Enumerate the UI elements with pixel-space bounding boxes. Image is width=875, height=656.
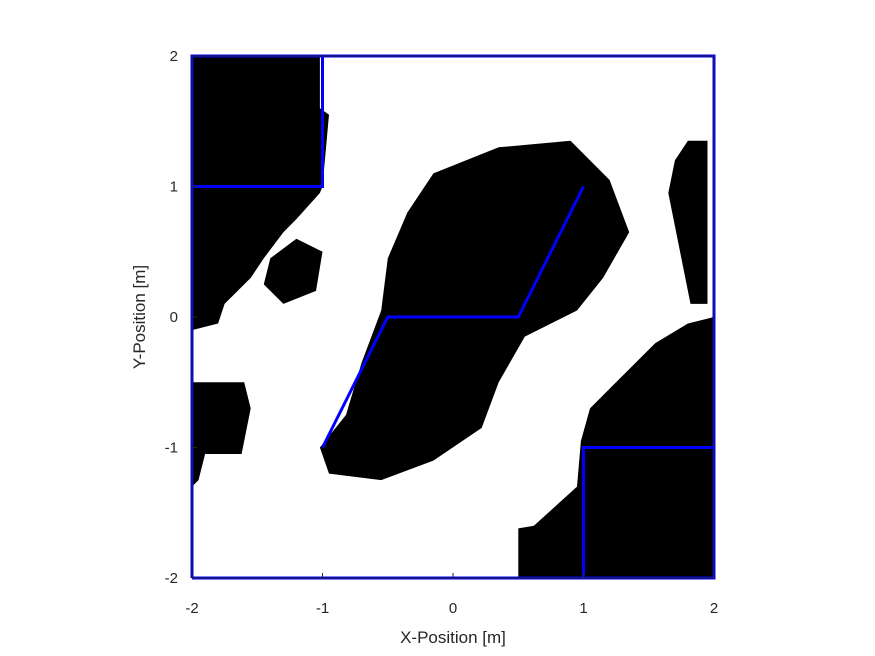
left-thin-dark-band <box>263 238 323 304</box>
x-tick-label: 0 <box>449 600 457 617</box>
y-tick-label: -2 <box>165 570 178 587</box>
y-tick-label: -1 <box>165 440 178 457</box>
x-tick-label: 2 <box>710 600 718 617</box>
top-right-dark-stripe <box>668 140 708 304</box>
x-tick-label: 1 <box>579 600 587 617</box>
y-axis-label: Y-Position [m] <box>130 265 149 369</box>
occupancy-regions <box>192 56 714 578</box>
x-tick-label: -1 <box>316 600 329 617</box>
top-left-dark-region <box>192 56 329 331</box>
y-tick-label: 1 <box>170 179 178 196</box>
series-line-1 <box>321 185 585 449</box>
x-axis-label: X-Position [m] <box>400 628 506 647</box>
x-axis-ticks: -2 -1 0 1 2 <box>185 573 718 617</box>
x-tick-label: -2 <box>185 600 198 617</box>
y-tick-label: 2 <box>170 48 178 65</box>
center-dark-ellipse <box>319 140 630 481</box>
y-axis-ticks: 2 1 0 -1 -2 <box>165 48 197 587</box>
left-middle-dark-region <box>192 382 251 487</box>
y-tick-label: 0 <box>170 309 178 326</box>
plot-area <box>190 54 716 580</box>
